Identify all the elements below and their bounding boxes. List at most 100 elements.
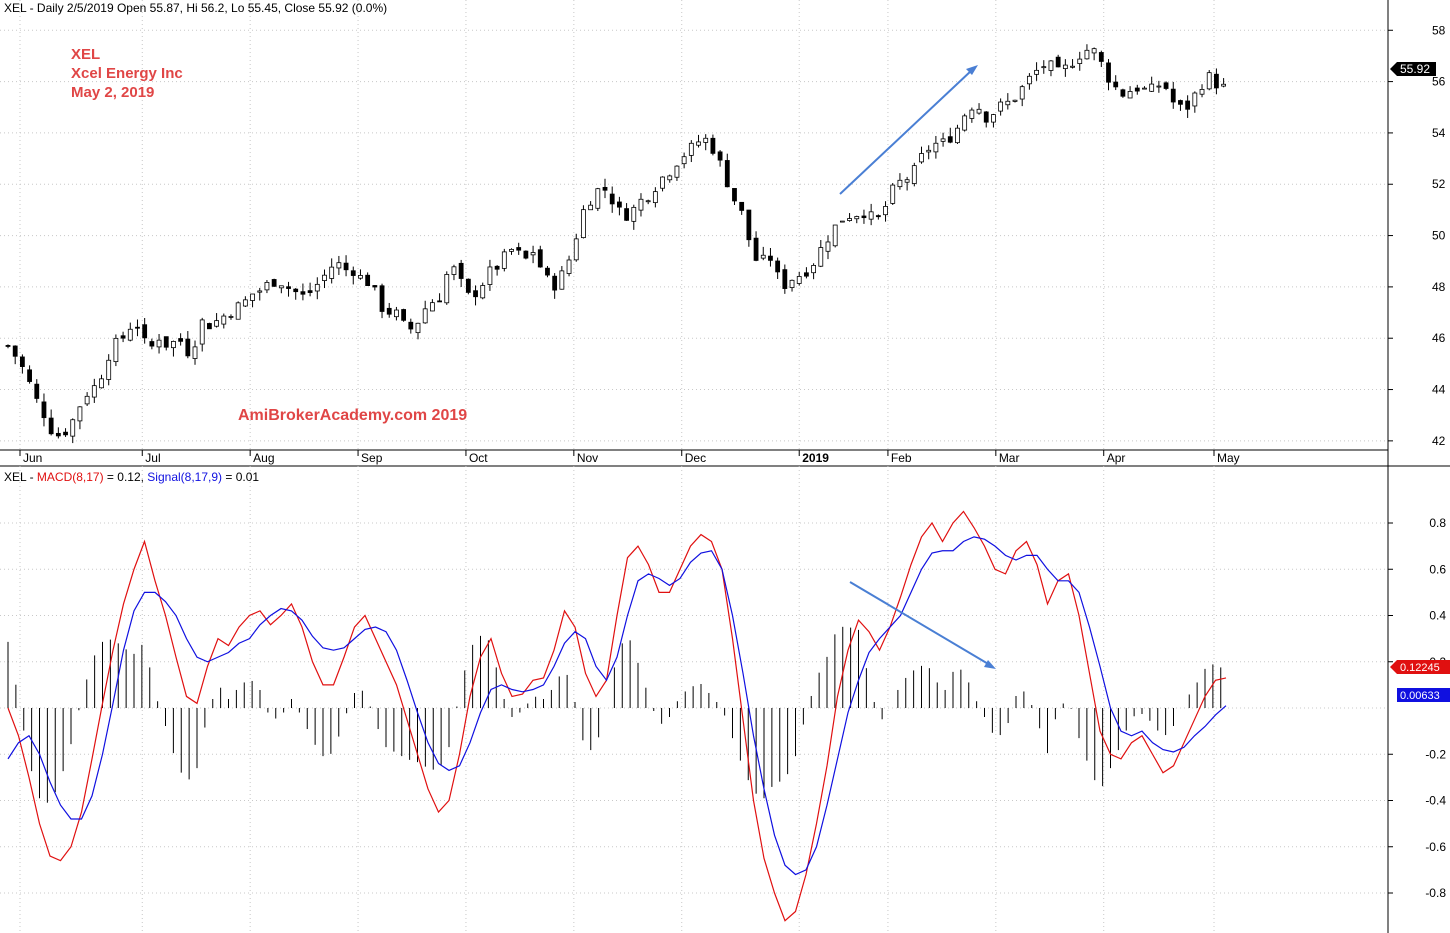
candle-body bbox=[926, 149, 932, 153]
macd-y-tick-label: -0.6 bbox=[1425, 840, 1446, 854]
candle-body bbox=[588, 204, 594, 211]
x-tick-label: 2019 bbox=[802, 451, 829, 465]
candle-body bbox=[1091, 48, 1097, 54]
candle-body bbox=[106, 359, 112, 380]
candle-body bbox=[113, 337, 119, 363]
candle-body bbox=[955, 127, 960, 144]
candle-body bbox=[1084, 49, 1090, 60]
candle-body bbox=[1127, 91, 1133, 99]
candle-body bbox=[99, 378, 104, 389]
candle-body bbox=[796, 276, 802, 284]
macd-y-tick-label: 0.4 bbox=[1429, 609, 1446, 623]
candle-body bbox=[696, 141, 701, 146]
x-tick-label: Aug bbox=[253, 451, 274, 465]
candle-body bbox=[444, 274, 450, 304]
price-y-tick-label: 48 bbox=[1432, 280, 1446, 294]
candle-body bbox=[343, 262, 349, 271]
macd-line bbox=[7, 510, 1227, 922]
candle-body bbox=[271, 279, 277, 287]
candle-body bbox=[523, 250, 529, 259]
candlesticks bbox=[5, 44, 1227, 444]
price-panel-title: XEL - Daily 2/5/2019 Open 55.87, Hi 56.2… bbox=[4, 1, 387, 15]
candle-body bbox=[1012, 99, 1018, 102]
candle-body bbox=[962, 115, 968, 131]
macd-panel-title: XEL - MACD(8,17) = 0.12, Signal(8,17,9) … bbox=[4, 470, 259, 484]
candle-body bbox=[1134, 87, 1140, 92]
candle-body bbox=[545, 267, 550, 276]
candle-body bbox=[494, 265, 500, 270]
price-last-marker: 55.92 bbox=[1390, 62, 1436, 76]
candle-body bbox=[91, 385, 97, 398]
annotation-date: May 2, 2019 bbox=[71, 84, 154, 101]
candle-body bbox=[437, 300, 442, 303]
candle-body bbox=[1005, 100, 1011, 106]
macd-y-axis: -0.8-0.6-0.4-0.20.20.40.60.8 bbox=[1388, 516, 1446, 900]
candle-body bbox=[1041, 66, 1047, 69]
candle-body bbox=[1077, 58, 1083, 64]
x-tick-label: Oct bbox=[469, 451, 488, 465]
candle-body bbox=[142, 324, 148, 339]
candle-body bbox=[1163, 82, 1169, 89]
candle-body bbox=[645, 200, 651, 203]
candle-body bbox=[422, 308, 428, 324]
candle-body bbox=[70, 419, 76, 437]
candle-body bbox=[1034, 69, 1039, 75]
candle-body bbox=[1185, 100, 1191, 110]
signal-last-value: 0.00633 bbox=[1400, 690, 1440, 702]
candle-body bbox=[1070, 65, 1075, 68]
price-y-tick-label: 52 bbox=[1432, 177, 1446, 191]
candle-body bbox=[1055, 56, 1061, 68]
candle-body bbox=[1192, 92, 1198, 107]
candle-body bbox=[120, 335, 126, 339]
candle-body bbox=[1221, 83, 1227, 87]
candle-body bbox=[127, 328, 133, 341]
candle-body bbox=[552, 275, 558, 291]
candle-body bbox=[724, 160, 730, 188]
candle-body bbox=[890, 184, 896, 204]
candle-body bbox=[221, 315, 227, 325]
candle-body bbox=[516, 247, 522, 251]
signal-title-label: Signal(8,17,9) bbox=[147, 470, 222, 484]
price-y-tick-label: 44 bbox=[1432, 383, 1446, 397]
candle-body bbox=[372, 285, 378, 288]
macd-y-tick-label: 0.6 bbox=[1429, 562, 1446, 576]
candle-body bbox=[875, 215, 881, 218]
candle-body bbox=[933, 142, 939, 153]
candle-body bbox=[782, 269, 788, 289]
macd-last-value: 0.12245 bbox=[1400, 662, 1440, 674]
candle-body bbox=[624, 208, 629, 221]
candle-body bbox=[1048, 60, 1054, 71]
candle-body bbox=[573, 238, 579, 261]
x-tick-label: Jun bbox=[23, 451, 42, 465]
candle-body bbox=[386, 307, 392, 315]
price-y-tick-label: 58 bbox=[1432, 23, 1446, 37]
x-tick-label: Jul bbox=[145, 451, 160, 465]
candle-body bbox=[178, 338, 184, 342]
candle-body bbox=[163, 336, 169, 348]
candle-body bbox=[998, 101, 1004, 112]
macd-title-value: = 0.12, bbox=[104, 470, 148, 484]
candle-body bbox=[897, 179, 903, 188]
candle-body bbox=[530, 252, 536, 256]
candle-body bbox=[1170, 88, 1176, 103]
candle-body bbox=[746, 209, 752, 241]
candle-body bbox=[465, 278, 471, 293]
candle-body bbox=[1098, 52, 1104, 62]
candle-body bbox=[710, 137, 716, 154]
price-last-value: 55.92 bbox=[1400, 62, 1430, 76]
candle-body bbox=[1178, 100, 1183, 105]
candle-body bbox=[207, 323, 212, 330]
candle-body bbox=[171, 340, 176, 349]
macd-y-tick-label: -0.2 bbox=[1425, 747, 1446, 761]
candle-body bbox=[77, 406, 83, 422]
x-axis: Jun Jul Aug Sep Oct Nov Dec 2019 Feb Mar Apr May bbox=[19, 450, 1240, 465]
candle-body bbox=[1113, 81, 1119, 88]
candle-body bbox=[401, 309, 407, 321]
candle-body bbox=[811, 265, 817, 274]
candle-body bbox=[286, 286, 291, 289]
candle-body bbox=[329, 266, 335, 279]
candle-body bbox=[631, 206, 637, 222]
candle-body bbox=[1062, 64, 1068, 70]
